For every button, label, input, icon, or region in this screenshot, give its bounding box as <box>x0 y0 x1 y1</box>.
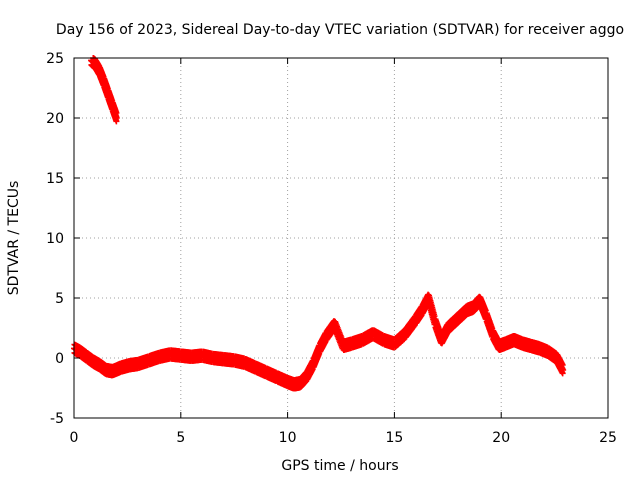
chart-title: Day 156 of 2023, Sidereal Day-to-day VTE… <box>56 22 624 38</box>
x-axis-label: GPS time / hours <box>281 458 398 474</box>
x-tick-label: 15 <box>385 430 403 446</box>
data-point <box>431 313 438 320</box>
x-tick-label: 5 <box>176 430 185 446</box>
y-tick-label: 10 <box>46 231 64 247</box>
data-point <box>559 361 566 368</box>
data-point <box>560 367 567 373</box>
grid <box>74 58 608 418</box>
x-tick-label: 20 <box>492 430 510 446</box>
y-tick-label: 15 <box>46 171 64 187</box>
data-points <box>71 55 567 392</box>
x-tick-label: 0 <box>70 430 79 446</box>
ticks: 0 5 10 15 20 25 -5 0 5 10 15 20 25 <box>46 51 617 446</box>
data-point <box>113 109 120 116</box>
x-tick-label: 10 <box>279 430 297 446</box>
series-segment-main <box>71 291 567 392</box>
y-tick-label: 0 <box>55 351 64 367</box>
y-axis-label: SDTVAR / TECUs <box>6 181 22 296</box>
data-point <box>113 115 120 121</box>
y-tick-label: 5 <box>55 291 64 307</box>
y-tick-label: -5 <box>50 411 64 427</box>
series-segment-early-high <box>88 55 120 125</box>
x-tick-label: 25 <box>599 430 617 446</box>
y-tick-label: 20 <box>46 111 64 127</box>
y-tick-label: 25 <box>46 51 64 67</box>
